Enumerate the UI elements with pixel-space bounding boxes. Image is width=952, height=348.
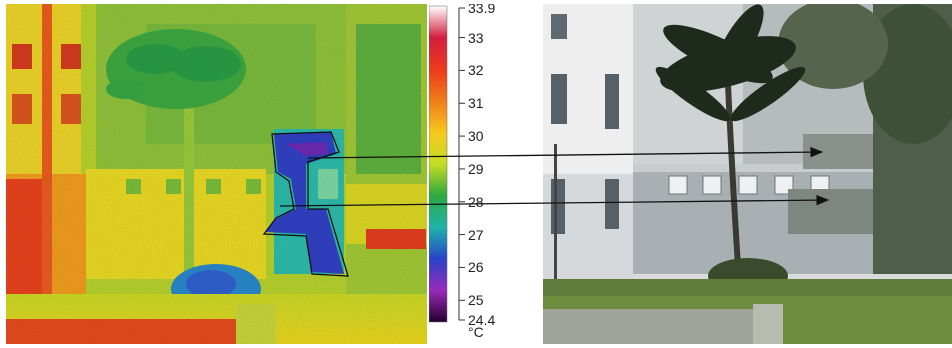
color-scale-tick-label: 26 [468,259,484,276]
color-scale-tick-label: 32 [468,62,484,79]
color-scale-tick-label: 33 [468,29,484,46]
color-scale-tick-label: 25 [468,292,484,309]
color-scale-tick-label: 31 [468,95,484,112]
thermal-image [6,4,427,344]
color-scale-tick-label: 29 [468,160,484,177]
color-scale-tick-label: 24.4 [468,312,496,328]
color-scale-tick-label: 27 [468,226,484,243]
color-scale-bar [429,5,465,323]
visible-photo [543,4,952,344]
color-scale-tick-label: 28 [468,193,484,210]
color-scale-tick-label: 30 [468,128,484,145]
color-scale-tick-label: 33.9 [468,4,496,16]
color-scale-unit: °C [468,324,484,340]
color-scale: 33.9 33 32 31 30 29 28 27 26 25 24.4 °C [429,4,535,344]
